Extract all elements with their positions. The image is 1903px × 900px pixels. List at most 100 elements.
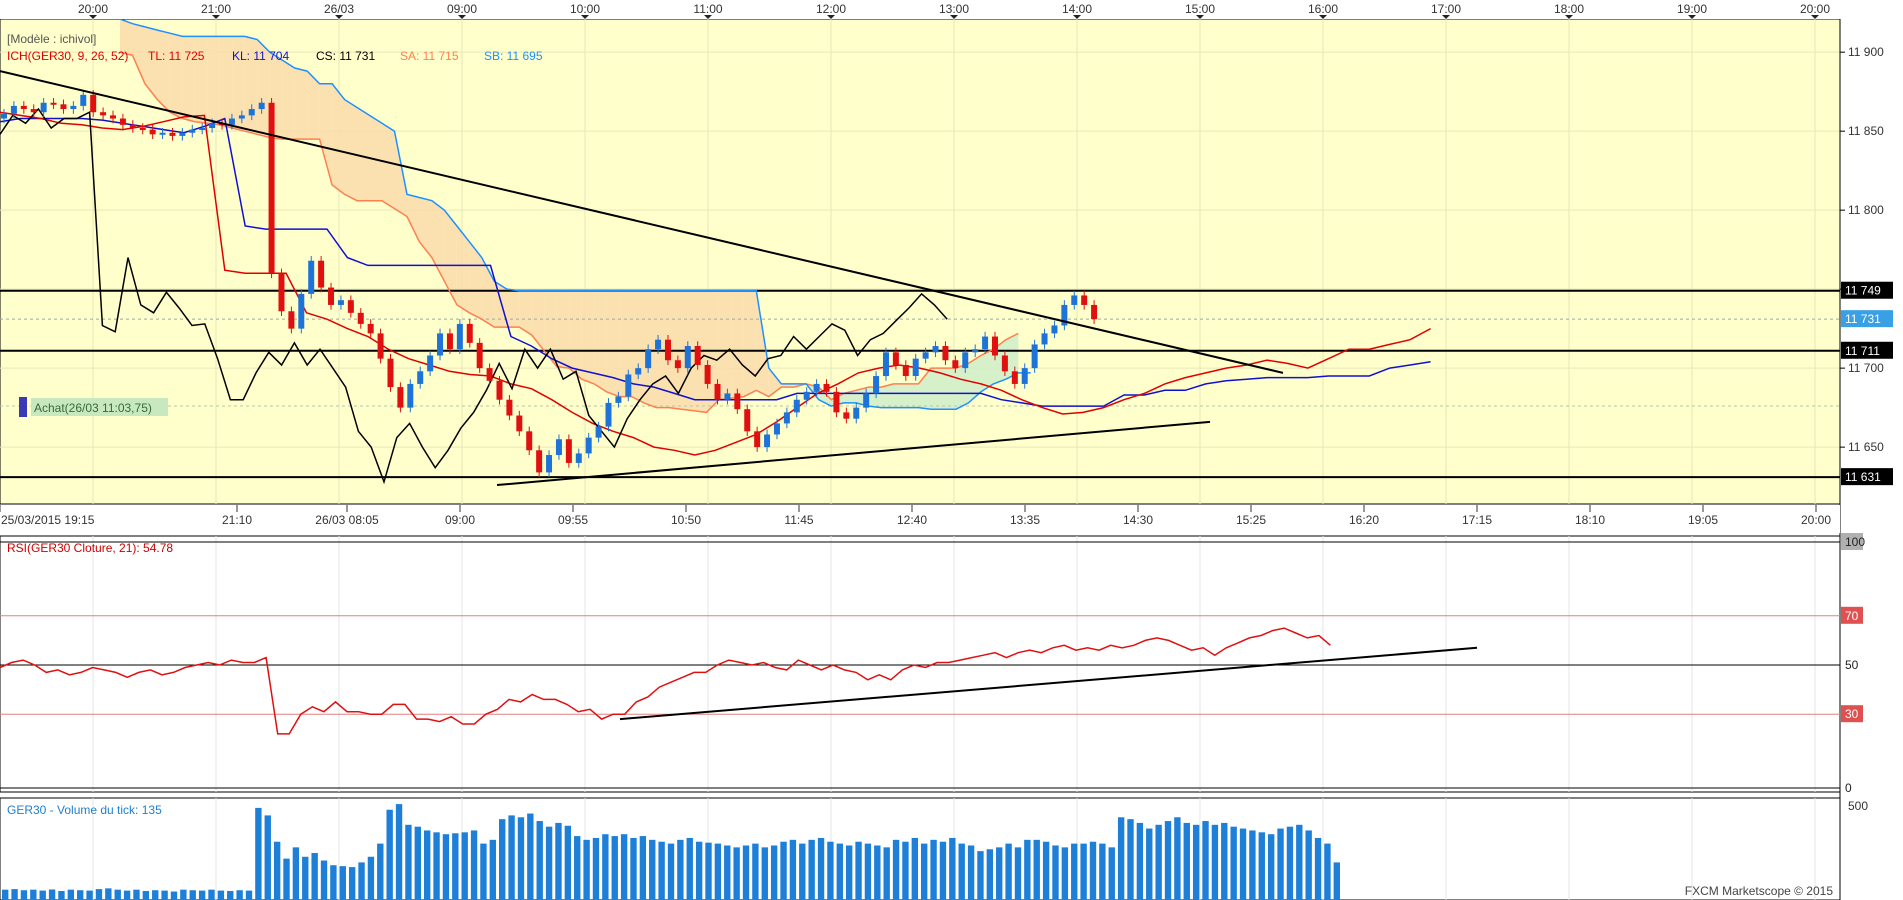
volume-bar bbox=[845, 845, 853, 900]
bottom-time-label: 26/03 08:05 bbox=[315, 513, 379, 527]
candle-body bbox=[526, 431, 533, 451]
rsi-series bbox=[0, 627, 1331, 735]
volume-bar bbox=[911, 837, 919, 900]
price-tick-label: 11 800 bbox=[1848, 203, 1884, 217]
volume-bar bbox=[986, 849, 994, 900]
rsi-panel[interactable]: 0 30 50 70 100 RSI(GER30 Cloture, 21): 54.78 bbox=[0, 533, 1865, 795]
volume-tick-label: 500 bbox=[1848, 799, 1868, 813]
volume-bar bbox=[48, 889, 56, 900]
candle-body bbox=[90, 94, 97, 113]
volume-bar bbox=[1014, 847, 1022, 900]
candle-body bbox=[110, 115, 117, 119]
cloud-segment bbox=[531, 290, 545, 351]
candle-body bbox=[674, 360, 681, 369]
volume-bar bbox=[761, 847, 768, 900]
buy-annotation[interactable]: Achat(26/03 11:03,75) bbox=[19, 397, 168, 417]
candle-body bbox=[902, 364, 909, 377]
volume-bar bbox=[630, 837, 637, 900]
volume-bar bbox=[489, 839, 497, 900]
volume-bar bbox=[1164, 821, 1172, 900]
volume-bar bbox=[874, 845, 881, 900]
volume-bar bbox=[2, 889, 9, 900]
candle-body bbox=[417, 371, 424, 384]
volume-bar bbox=[245, 890, 253, 900]
top-time-label: 20:00 bbox=[1800, 2, 1830, 16]
candle-body bbox=[922, 352, 929, 359]
price-trendline bbox=[496, 420, 1211, 487]
volume-bar bbox=[508, 815, 515, 900]
price-tag-label: 11 631 bbox=[1845, 470, 1881, 484]
rsi-tag-bg bbox=[1841, 533, 1863, 550]
volume-bar bbox=[433, 832, 440, 900]
candle-body bbox=[813, 383, 820, 392]
candle-body bbox=[347, 300, 354, 313]
ichimoku-legend: ICH(GER30, 9, 26, 52) TL: 11 725 KL: 11 70… bbox=[7, 49, 543, 63]
candle-body bbox=[1071, 295, 1078, 305]
volume-bars bbox=[2, 804, 1340, 900]
volume-panel[interactable]: 500 GER30 - Volume du tick: 135 FXCM Mar… bbox=[0, 797, 1868, 900]
rsi-axis: 0 30 50 70 100 bbox=[1841, 533, 1865, 795]
volume-bar bbox=[86, 890, 93, 900]
volume-bar bbox=[283, 858, 290, 900]
volume-bar bbox=[264, 815, 271, 900]
volume-bar bbox=[1324, 843, 1331, 900]
volume-bar bbox=[1258, 832, 1265, 900]
cloud-segment bbox=[980, 349, 994, 392]
cloud-segment bbox=[943, 368, 956, 410]
candle-body bbox=[1061, 304, 1068, 326]
volume-bar bbox=[480, 843, 487, 900]
cloud-segment bbox=[194, 36, 208, 124]
volume-bar bbox=[864, 843, 872, 900]
rsi-plot-area bbox=[0, 535, 1841, 793]
candle-body bbox=[1011, 371, 1018, 384]
volume-bar bbox=[367, 856, 375, 900]
cloud-segment bbox=[631, 290, 645, 403]
candle-body bbox=[496, 380, 503, 400]
cloud-segment bbox=[569, 290, 582, 380]
candle-body bbox=[407, 383, 414, 408]
price-tag-bg bbox=[1841, 281, 1893, 299]
cloud-segment bbox=[369, 115, 383, 201]
candle-body bbox=[129, 124, 136, 129]
volume-bar bbox=[414, 826, 421, 900]
cloud-segment bbox=[594, 290, 607, 392]
top-time-marker bbox=[458, 15, 466, 19]
volume-bar bbox=[836, 843, 843, 900]
candle-body bbox=[1031, 344, 1038, 369]
candle-body bbox=[694, 346, 701, 365]
volume-bar bbox=[423, 830, 431, 900]
candle-body bbox=[466, 323, 473, 343]
legend-entry: SB: 11 695 bbox=[484, 49, 543, 63]
volume-bar bbox=[1071, 843, 1078, 900]
cloud-segment bbox=[382, 123, 395, 209]
rsi-tick-label: 30 bbox=[1845, 707, 1859, 721]
cloud-segment bbox=[257, 39, 270, 138]
cloud-segment bbox=[481, 257, 495, 328]
legend-entry: TL: 11 725 bbox=[148, 49, 205, 63]
cloud-segment bbox=[731, 290, 744, 399]
volume-bar bbox=[123, 890, 131, 900]
volume-bar bbox=[227, 890, 234, 900]
top-time-label: 20:00 bbox=[78, 2, 108, 16]
cloud-segment bbox=[768, 368, 782, 397]
cloud-segment bbox=[606, 290, 620, 397]
volume-bar bbox=[752, 843, 759, 900]
top-time-marker bbox=[89, 15, 97, 19]
top-time-marker bbox=[581, 15, 589, 19]
top-time-label: 17:00 bbox=[1431, 2, 1461, 16]
cloud-segment bbox=[918, 368, 932, 410]
volume-bar bbox=[1042, 841, 1050, 900]
candle-body bbox=[357, 312, 364, 324]
volume-bar bbox=[724, 845, 731, 900]
cloud-segment bbox=[207, 36, 220, 125]
candle-body bbox=[268, 102, 275, 274]
candle-body bbox=[783, 412, 790, 424]
volume-bar bbox=[311, 853, 318, 900]
bottom-time-label: 09:55 bbox=[558, 513, 588, 527]
cloud-segment bbox=[394, 131, 407, 217]
volume-bar bbox=[142, 890, 150, 900]
candle-body bbox=[764, 434, 771, 448]
volume-bar bbox=[770, 845, 778, 900]
